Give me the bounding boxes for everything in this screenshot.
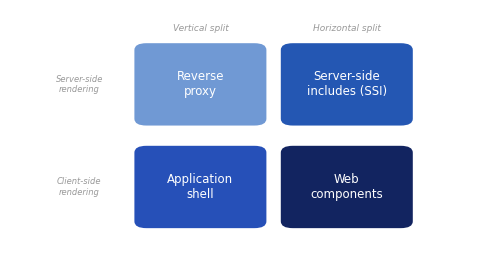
FancyBboxPatch shape — [134, 146, 266, 228]
Text: Client-side
rendering: Client-side rendering — [57, 177, 101, 197]
FancyBboxPatch shape — [281, 43, 413, 126]
Text: Horizontal split: Horizontal split — [313, 24, 381, 33]
Text: Server-side
includes (SSI): Server-side includes (SSI) — [307, 70, 387, 98]
FancyBboxPatch shape — [134, 43, 266, 126]
Text: Web
components: Web components — [311, 173, 383, 201]
Text: Server-side
rendering: Server-side rendering — [56, 75, 103, 94]
Text: Reverse
proxy: Reverse proxy — [177, 70, 224, 98]
FancyBboxPatch shape — [281, 146, 413, 228]
Text: Application
shell: Application shell — [168, 173, 233, 201]
Text: Vertical split: Vertical split — [173, 24, 228, 33]
